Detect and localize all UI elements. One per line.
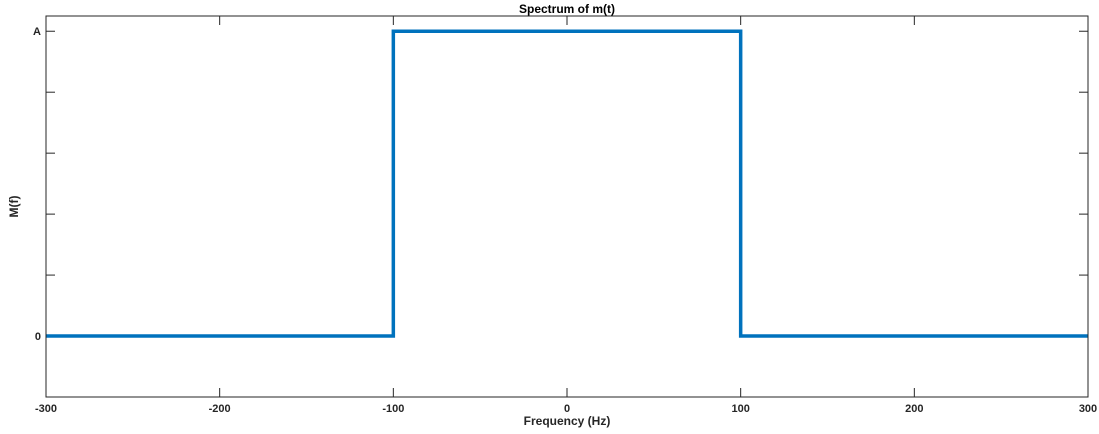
ticks-layer: -300 -200 -100 0 100 200 300 0 A (33, 16, 1097, 415)
x-tick-label: -200 (209, 403, 231, 415)
x-tick-label: 100 (731, 403, 749, 415)
x-tick-label: -300 (35, 403, 57, 415)
x-tick-label: -100 (382, 403, 404, 415)
series-layer (46, 29, 1088, 338)
x-axis-label: Frequency (Hz) (524, 414, 611, 428)
plot-frame (45, 15, 1089, 398)
chart-title: Spectrum of m(t) (519, 2, 615, 16)
y-axis-label: M(f) (7, 196, 21, 218)
x-tick-label: 200 (905, 403, 923, 415)
y-tick-label: A (33, 26, 41, 38)
x-tick-label: 0 (564, 403, 570, 415)
x-tick-label: 300 (1079, 403, 1097, 415)
series-line (46, 29, 1088, 338)
y-tick-label: 0 (35, 331, 41, 343)
